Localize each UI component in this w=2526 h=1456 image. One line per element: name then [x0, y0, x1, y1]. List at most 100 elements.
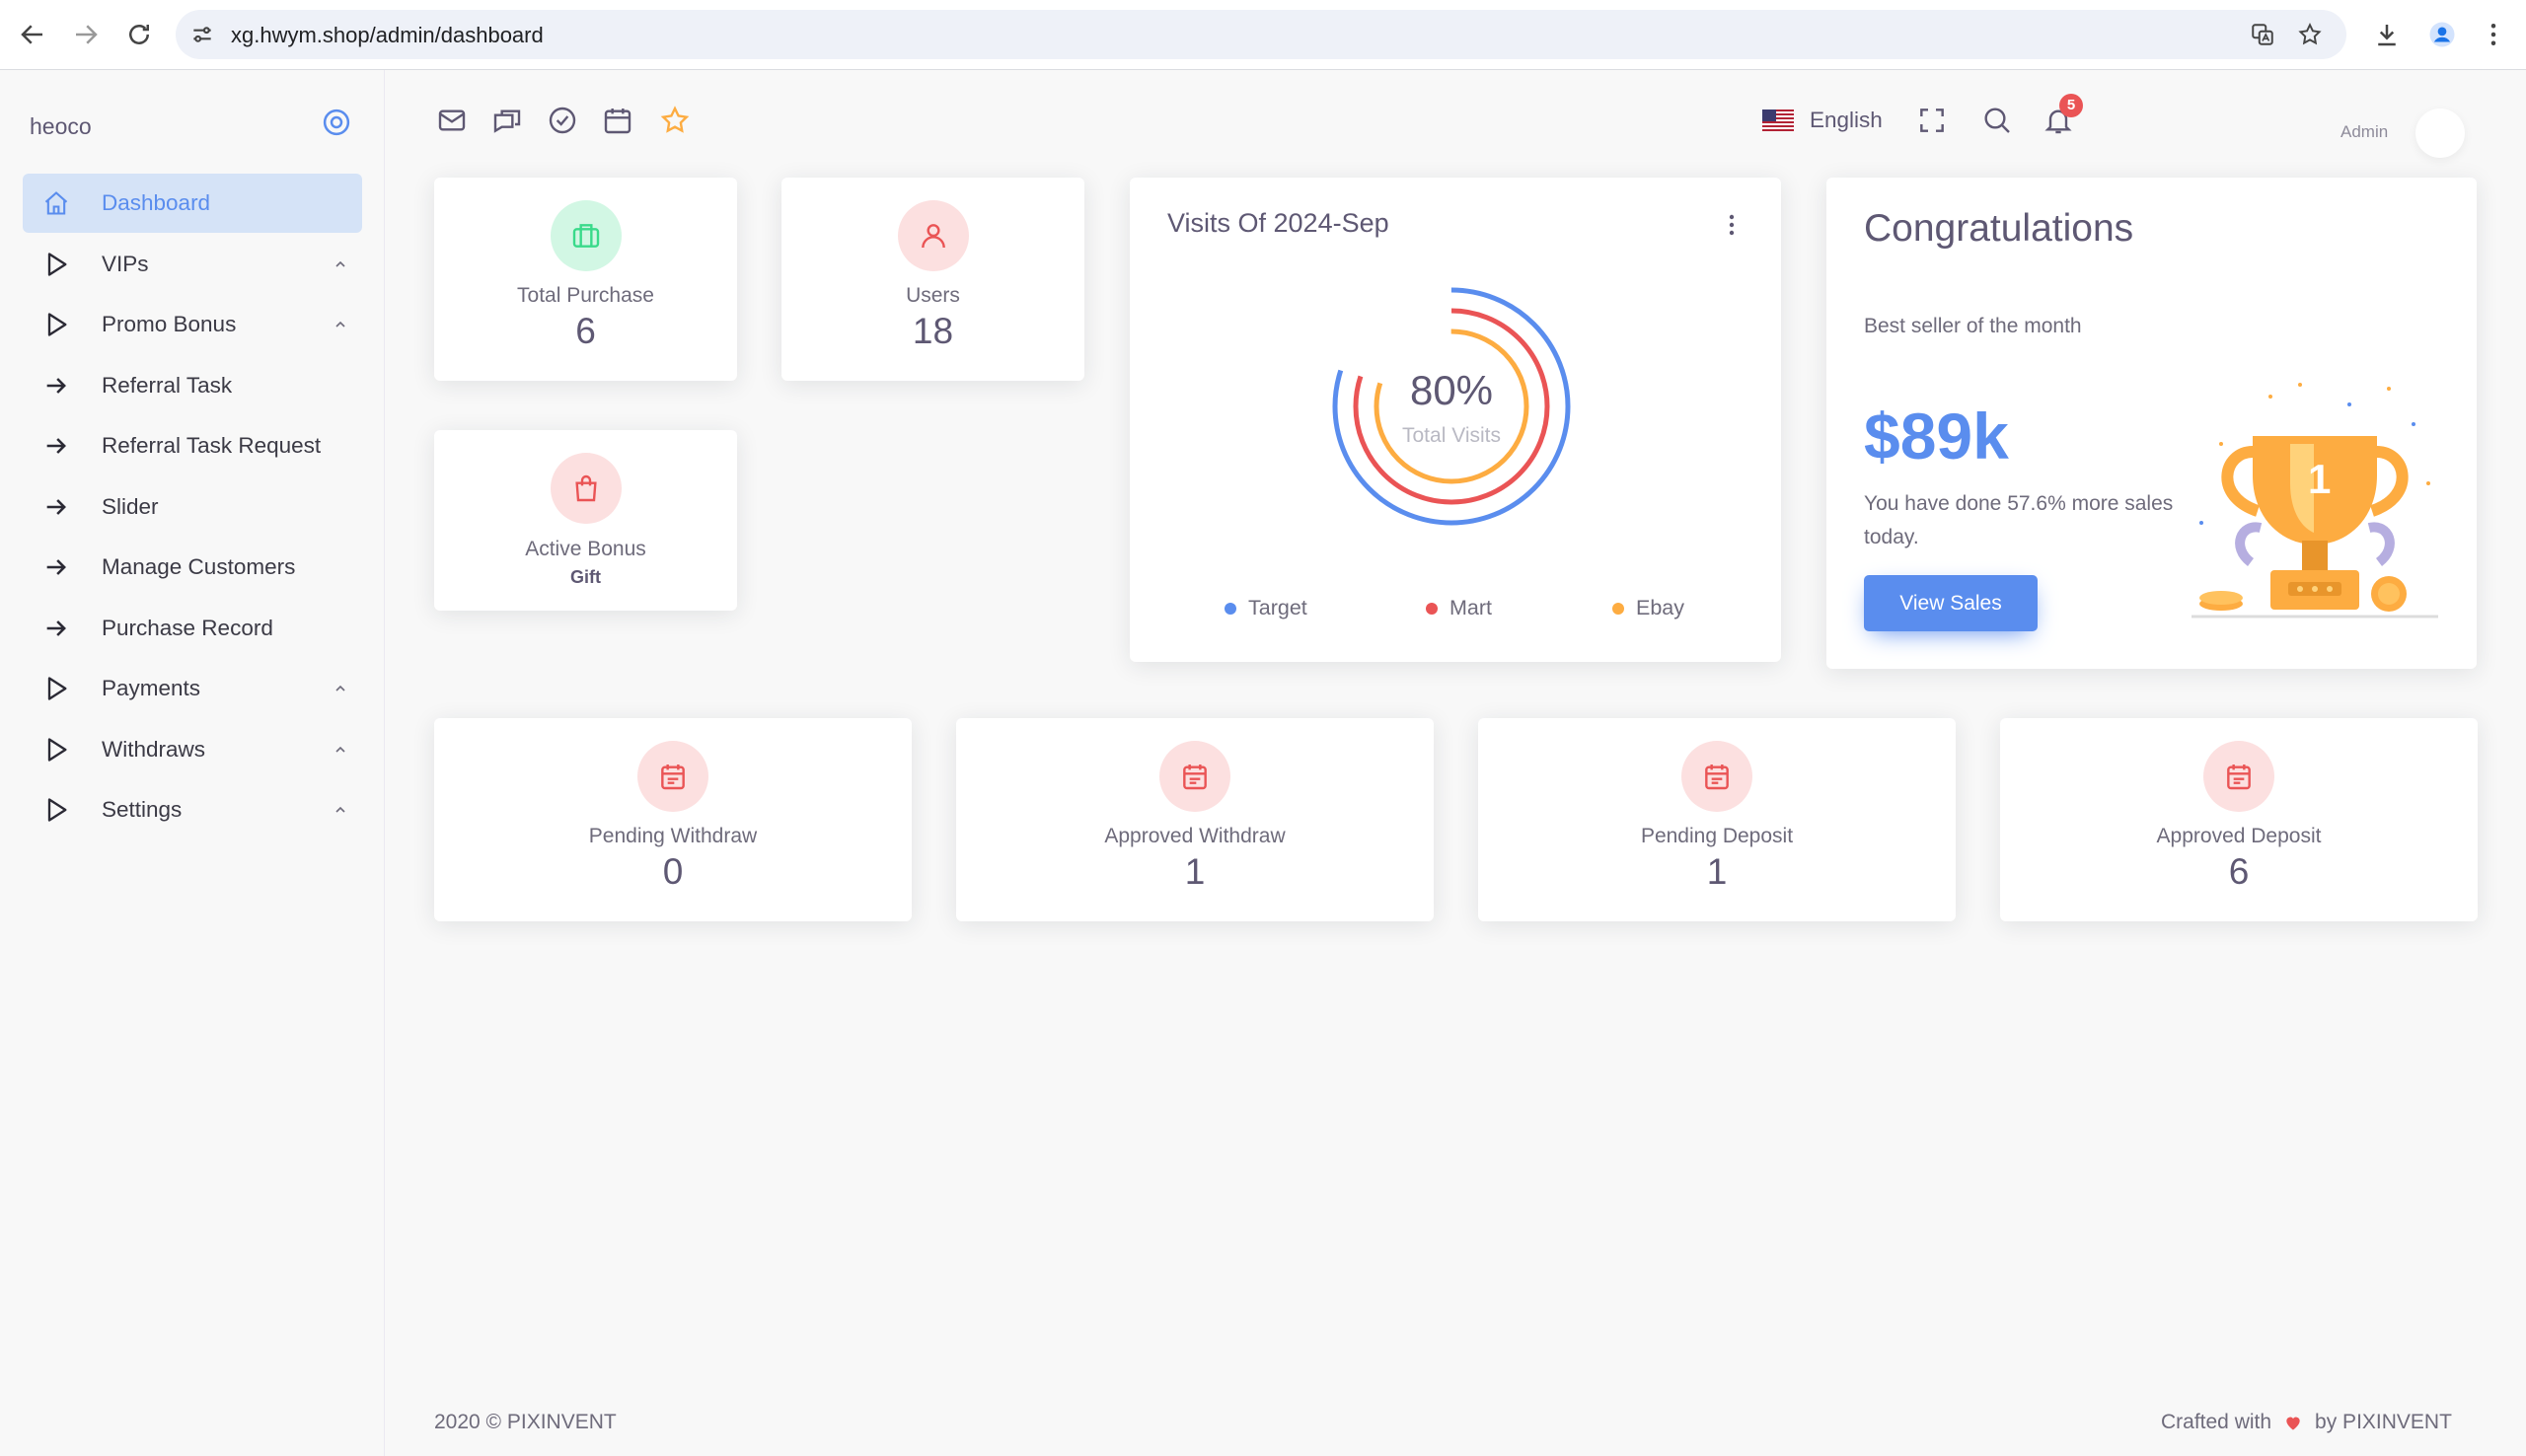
stat-value: 18 — [912, 311, 954, 351]
stat-icon-circle — [2203, 741, 2274, 812]
sidebar-item-settings[interactable]: Settings — [23, 780, 362, 839]
visits-percent: 80% — [1409, 367, 1494, 413]
footer-credit: Crafted with by PIXINVENT — [2161, 1411, 2452, 1434]
bookmark-star-icon[interactable] — [2297, 22, 2323, 47]
sidebar-item-referral-task[interactable]: Referral Task — [23, 356, 362, 415]
forward-button[interactable] — [71, 20, 101, 49]
sidebar-item-withdraws[interactable]: Withdraws — [23, 720, 362, 779]
stat-label: Users — [906, 284, 960, 307]
sidebar-item-manage-customers[interactable]: Manage Customers — [23, 538, 362, 597]
check-circle-icon[interactable] — [547, 105, 578, 136]
site-settings-icon[interactable] — [189, 22, 215, 47]
stat-icon-circle — [1159, 741, 1230, 812]
trophy-number: 1 — [2308, 456, 2331, 502]
sidebar-item-label: Promo Bonus — [102, 312, 237, 336]
purchase-icon-circle — [550, 200, 622, 271]
sidebar-item-payments[interactable]: Payments — [23, 659, 362, 718]
footer-by[interactable]: by PIXINVENT — [2315, 1411, 2452, 1433]
arrow-right-icon — [46, 559, 66, 575]
sidebar-item-label: Withdraws — [102, 736, 206, 762]
legend-label: Ebay — [1636, 596, 1685, 619]
chevron-up-icon[interactable] — [333, 742, 348, 758]
url-text[interactable]: xg.hwym.shop/admin/dashboard — [231, 23, 544, 47]
sidebar-item-promo-bonus[interactable]: Promo Bonus — [23, 295, 362, 354]
total-purchase-card: Total Purchase 6 — [434, 178, 737, 381]
translate-icon[interactable] — [2250, 22, 2275, 47]
footer-copyright: 2020 © PIXINVENT — [434, 1411, 617, 1433]
bonus-icon-circle — [550, 453, 622, 524]
home-icon — [44, 191, 68, 215]
sidebar-item-label: Referral Task — [102, 372, 233, 398]
stat-value: 6 — [575, 311, 596, 351]
congratulations-card: Congratulations Best seller of the month… — [1826, 178, 2477, 669]
chat-icon[interactable] — [491, 105, 523, 136]
sidebar-item-slider[interactable]: Slider — [23, 477, 362, 537]
sidebar-item-label: Referral Task Request — [102, 433, 322, 458]
brand-name[interactable]: heoco — [30, 113, 92, 139]
reload-icon — [129, 25, 149, 44]
avatar[interactable] — [2415, 109, 2465, 158]
star-icon[interactable] — [659, 105, 691, 136]
sidebar-item-purchase-record[interactable]: Purchase Record — [23, 599, 362, 658]
active-bonus-card: Active Bonus Gift — [434, 430, 737, 611]
user-name[interactable]: Admin — [2340, 122, 2389, 141]
stat-label: Total Purchase — [517, 284, 654, 307]
sidebar-item-vips[interactable]: VIPs — [23, 235, 362, 294]
browser-menu-icon[interactable] — [2479, 20, 2508, 49]
view-sales-button[interactable]: View Sales — [1864, 575, 2038, 631]
visits-radial-chart — [1332, 287, 1571, 526]
stat-value: 1 — [1184, 851, 1206, 892]
chevron-up-icon[interactable] — [333, 317, 348, 332]
arrow-left-icon — [21, 25, 42, 44]
calendar-icon — [1705, 764, 1729, 790]
language-selector[interactable]: English — [1762, 105, 1883, 136]
play-icon — [47, 677, 67, 700]
arrow-right-icon — [46, 438, 66, 454]
back-button[interactable] — [18, 20, 47, 49]
chevron-up-icon[interactable] — [333, 681, 348, 696]
mail-icon[interactable] — [436, 105, 468, 136]
address-bar[interactable]: xg.hwym.shop/admin/dashboard — [176, 10, 2346, 59]
user-icon — [921, 224, 945, 249]
sidebar: heoco Dashboard VIPs Promo Bonus Referral T… — [0, 70, 385, 1456]
sidebar-item-label: Purchase Record — [102, 615, 273, 640]
calendar-icon[interactable] — [602, 105, 633, 136]
sidebar-item-dashboard[interactable]: Dashboard — [23, 174, 362, 233]
legend-dot — [1225, 602, 1236, 615]
sidebar-item-label: Settings — [102, 797, 183, 822]
sidebar-item-label: VIPs — [102, 251, 149, 276]
us-flag-icon — [1762, 109, 1794, 131]
pending-deposit-card: Pending Deposit 1 — [1478, 718, 1956, 921]
download-icon[interactable] — [2372, 20, 2402, 49]
briefcase-icon — [572, 224, 599, 248]
reload-button[interactable] — [124, 20, 154, 49]
chevron-up-icon[interactable] — [333, 802, 348, 818]
legend-dot — [1426, 602, 1438, 615]
calendar-icon — [661, 764, 685, 790]
legend-target: Target — [1225, 596, 1307, 620]
profile-icon[interactable] — [2427, 20, 2457, 49]
legend-dot — [1612, 602, 1624, 615]
stat-label: Pending Withdraw — [588, 825, 758, 847]
sidebar-item-label: Dashboard — [102, 190, 211, 215]
users-icon-circle — [897, 200, 969, 271]
legend-label: Target — [1248, 596, 1307, 619]
chevron-up-icon[interactable] — [333, 256, 348, 272]
heart-icon — [2286, 1417, 2300, 1430]
congrats-title: Congratulations — [1864, 207, 2134, 250]
legend-ebay: Ebay — [1612, 596, 1684, 620]
stat-label: Active Bonus — [525, 538, 646, 560]
sidebar-item-referral-task-request[interactable]: Referral Task Request — [23, 416, 362, 475]
more-vertical-icon[interactable] — [1722, 213, 1742, 237]
arrow-right-icon — [46, 498, 66, 515]
sidebar-toggle-icon[interactable] — [322, 108, 351, 137]
search-icon[interactable] — [1981, 105, 2013, 136]
mart-ring — [1353, 308, 1550, 505]
play-icon — [47, 798, 67, 822]
arrow-right-icon — [46, 619, 66, 636]
visits-caption: Total Visits — [1402, 424, 1501, 447]
notification-badge: 5 — [2059, 94, 2083, 117]
sidebar-item-label: Payments — [102, 676, 201, 700]
fullscreen-icon[interactable] — [1916, 105, 1948, 136]
pending-withdraw-card: Pending Withdraw 0 — [434, 718, 912, 921]
